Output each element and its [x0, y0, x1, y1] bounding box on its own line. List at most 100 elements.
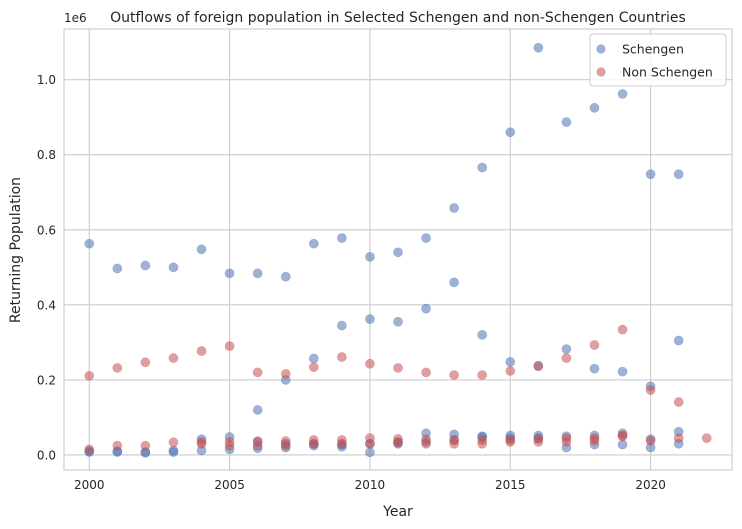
data-point-schengen — [505, 357, 516, 367]
data-point-non-schengen — [673, 397, 684, 407]
data-point-non-schengen — [224, 440, 235, 451]
plot-frame — [63, 28, 733, 471]
data-point-schengen — [617, 439, 628, 450]
data-point-non-schengen — [533, 436, 544, 447]
data-point-non-schengen — [140, 357, 151, 368]
data-point-non-schengen — [252, 440, 263, 451]
data-point-schengen — [645, 169, 656, 180]
data-point-schengen — [140, 260, 151, 271]
data-point-schengen — [365, 314, 375, 325]
data-point-non-schengen — [168, 437, 179, 448]
tick-labels: 2000 2005 2010 2015 2020 0.0 0.2 0.4 0.6 0.8 1.0 — [37, 73, 666, 492]
data-point-schengen — [589, 363, 600, 374]
legend-label-non-schengen: Non Schengen — [622, 65, 713, 80]
y-tick-label: 0.2 — [37, 373, 56, 387]
data-point-non-schengen — [505, 436, 516, 447]
data-point-non-schengen — [449, 370, 460, 380]
data-point-non-schengen — [393, 437, 403, 448]
data-point-schengen — [393, 316, 403, 327]
data-point-non-schengen — [701, 433, 712, 443]
data-point-non-schengen — [477, 370, 488, 380]
data-point-non-schengen — [645, 385, 656, 395]
data-point-schengen — [561, 117, 572, 127]
data-point-non-schengen — [336, 352, 347, 362]
data-point-non-schengen — [617, 431, 628, 442]
data-point-non-schengen — [365, 438, 375, 449]
data-point-schengen — [589, 102, 600, 113]
data-point-schengen — [673, 335, 684, 346]
data-point-non-schengen — [645, 435, 656, 446]
x-tick-label: 2005 — [214, 478, 245, 492]
data-point-schengen — [252, 268, 263, 279]
data-point-non-schengen — [280, 440, 291, 451]
data-point-schengen — [477, 329, 488, 340]
data-point-non-schengen — [421, 367, 431, 378]
data-point-schengen — [84, 238, 95, 249]
data-point-schengen — [617, 89, 628, 99]
y-tick-label: 1.0 — [37, 73, 56, 87]
data-point-schengen — [449, 277, 460, 288]
y-tick-label: 0.6 — [37, 223, 56, 237]
data-point-non-schengen — [365, 358, 375, 369]
x-tick-label: 2015 — [495, 478, 526, 492]
data-point-non-schengen — [533, 361, 544, 372]
data-point-non-schengen — [617, 324, 628, 335]
series-non-schengen — [84, 324, 712, 455]
x-tick-label: 2000 — [74, 478, 105, 492]
data-point-non-schengen — [477, 438, 488, 449]
data-point-schengen — [421, 303, 431, 314]
data-point-non-schengen — [561, 353, 572, 364]
data-point-non-schengen — [252, 367, 263, 378]
data-point-non-schengen — [336, 438, 347, 449]
data-point-schengen — [168, 262, 179, 273]
data-point-schengen — [336, 320, 347, 331]
legend-label-schengen: Schengen — [622, 42, 684, 57]
data-point-schengen — [224, 268, 235, 279]
data-point-schengen — [393, 247, 403, 258]
legend-marker-non-schengen — [596, 67, 606, 77]
data-point-schengen — [252, 405, 263, 415]
data-point-non-schengen — [308, 362, 319, 373]
data-point-schengen — [308, 353, 319, 364]
data-point-non-schengen — [449, 438, 460, 449]
data-point-non-schengen — [84, 444, 95, 455]
data-point-non-schengen — [589, 435, 600, 446]
x-axis-label: Year — [382, 504, 413, 520]
data-point-schengen — [673, 169, 684, 180]
data-point-non-schengen — [196, 346, 207, 356]
data-point-non-schengen — [505, 366, 516, 376]
data-point-non-schengen — [673, 433, 684, 443]
data-point-schengen — [533, 42, 544, 53]
data-point-schengen — [168, 447, 179, 457]
data-point-non-schengen — [589, 340, 600, 350]
data-point-non-schengen — [224, 341, 235, 352]
data-point-schengen — [449, 203, 460, 213]
x-tick-label: 2020 — [635, 478, 666, 492]
data-point-non-schengen — [112, 440, 123, 451]
legend-box — [589, 33, 727, 87]
chart-title: Outflows of foreign population in Select… — [110, 10, 686, 26]
data-point-schengen — [421, 233, 431, 243]
data-point-non-schengen — [393, 363, 403, 373]
legend: Schengen Non Schengen — [589, 33, 727, 87]
data-point-schengen — [365, 251, 375, 262]
data-point-schengen — [336, 233, 347, 243]
y-tick-label: 0.0 — [37, 448, 56, 462]
data-point-non-schengen — [308, 438, 319, 449]
data-point-non-schengen — [112, 363, 123, 373]
data-point-non-schengen — [196, 436, 207, 447]
y-offset-text: 1e6 — [64, 11, 87, 25]
data-point-schengen — [196, 244, 207, 255]
data-point-schengen — [505, 127, 516, 138]
data-point-schengen — [617, 366, 628, 377]
data-point-non-schengen — [421, 438, 431, 449]
data-point-schengen — [308, 238, 319, 249]
data-point-schengen — [280, 271, 291, 282]
data-point-schengen — [365, 447, 375, 458]
y-tick-label: 0.4 — [37, 298, 56, 312]
y-axis-label: Returning Population — [8, 177, 24, 323]
data-point-non-schengen — [280, 369, 291, 379]
y-tick-label: 0.8 — [37, 148, 56, 162]
data-point-non-schengen — [561, 436, 572, 447]
